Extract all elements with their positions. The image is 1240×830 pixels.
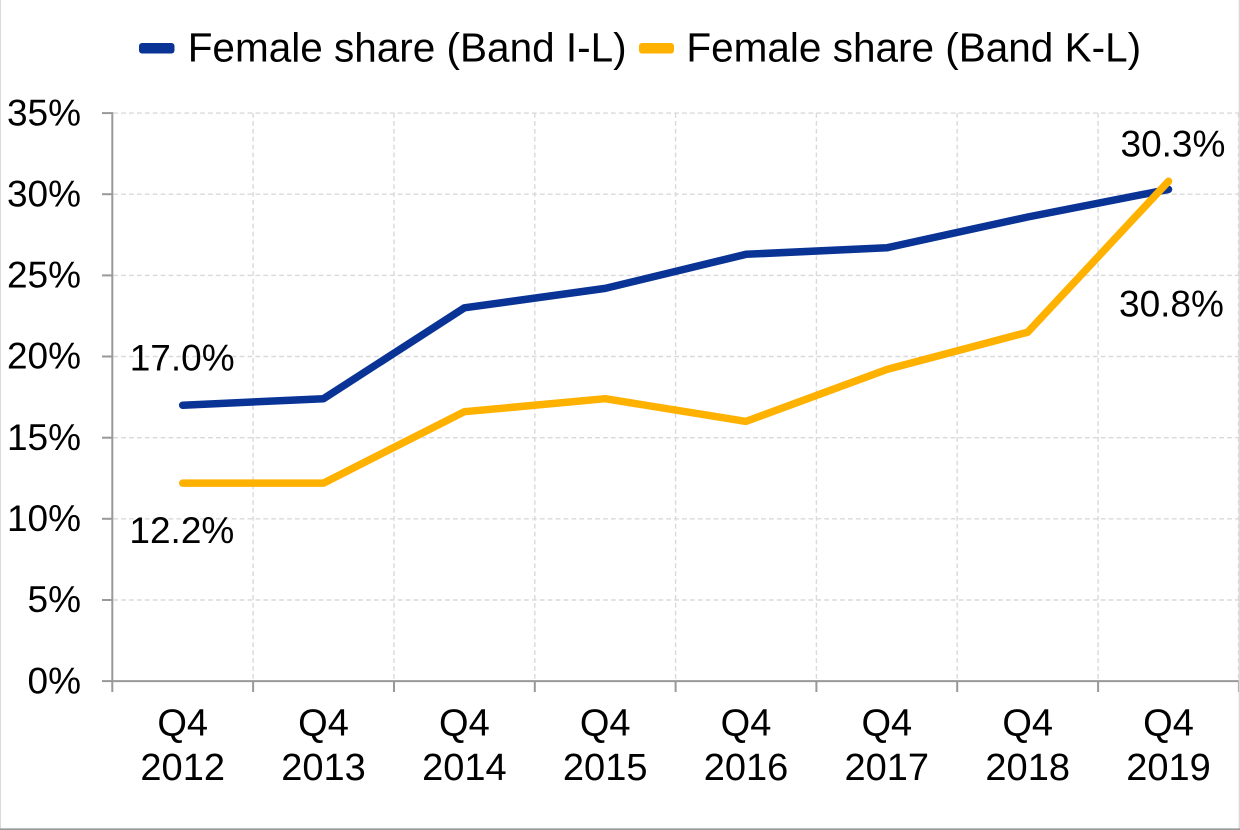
svg-text:2013: 2013 [281,747,366,789]
svg-text:25%: 25% [7,255,81,296]
svg-text:0%: 0% [28,660,81,701]
svg-text:Female share (Band I-L): Female share (Band I-L) [188,25,627,71]
svg-text:17.0%: 17.0% [130,338,235,379]
svg-text:2019: 2019 [1126,747,1211,789]
svg-text:Q4: Q4 [1143,703,1194,745]
svg-text:Q4: Q4 [298,703,349,745]
svg-text:Female share (Band K-L): Female share (Band K-L) [686,25,1141,71]
svg-text:2017: 2017 [845,747,930,789]
svg-text:Q4: Q4 [1002,703,1053,745]
svg-text:2016: 2016 [704,747,789,789]
svg-text:30%: 30% [7,173,81,214]
svg-text:30.3%: 30.3% [1121,124,1226,165]
svg-text:5%: 5% [28,579,81,620]
svg-text:30.8%: 30.8% [1119,284,1224,325]
svg-text:10%: 10% [7,498,81,539]
svg-text:Q4: Q4 [439,703,490,745]
svg-text:35%: 35% [7,92,81,133]
svg-text:12.2%: 12.2% [129,510,234,551]
svg-text:Q4: Q4 [721,703,772,745]
svg-text:Q4: Q4 [157,703,208,745]
svg-text:2012: 2012 [140,747,225,789]
svg-text:2015: 2015 [563,747,648,789]
svg-text:2014: 2014 [422,747,507,789]
svg-text:2018: 2018 [985,747,1070,789]
svg-text:20%: 20% [7,336,81,377]
svg-text:15%: 15% [7,417,81,458]
svg-text:Q4: Q4 [580,703,631,745]
svg-text:Q4: Q4 [861,703,912,745]
